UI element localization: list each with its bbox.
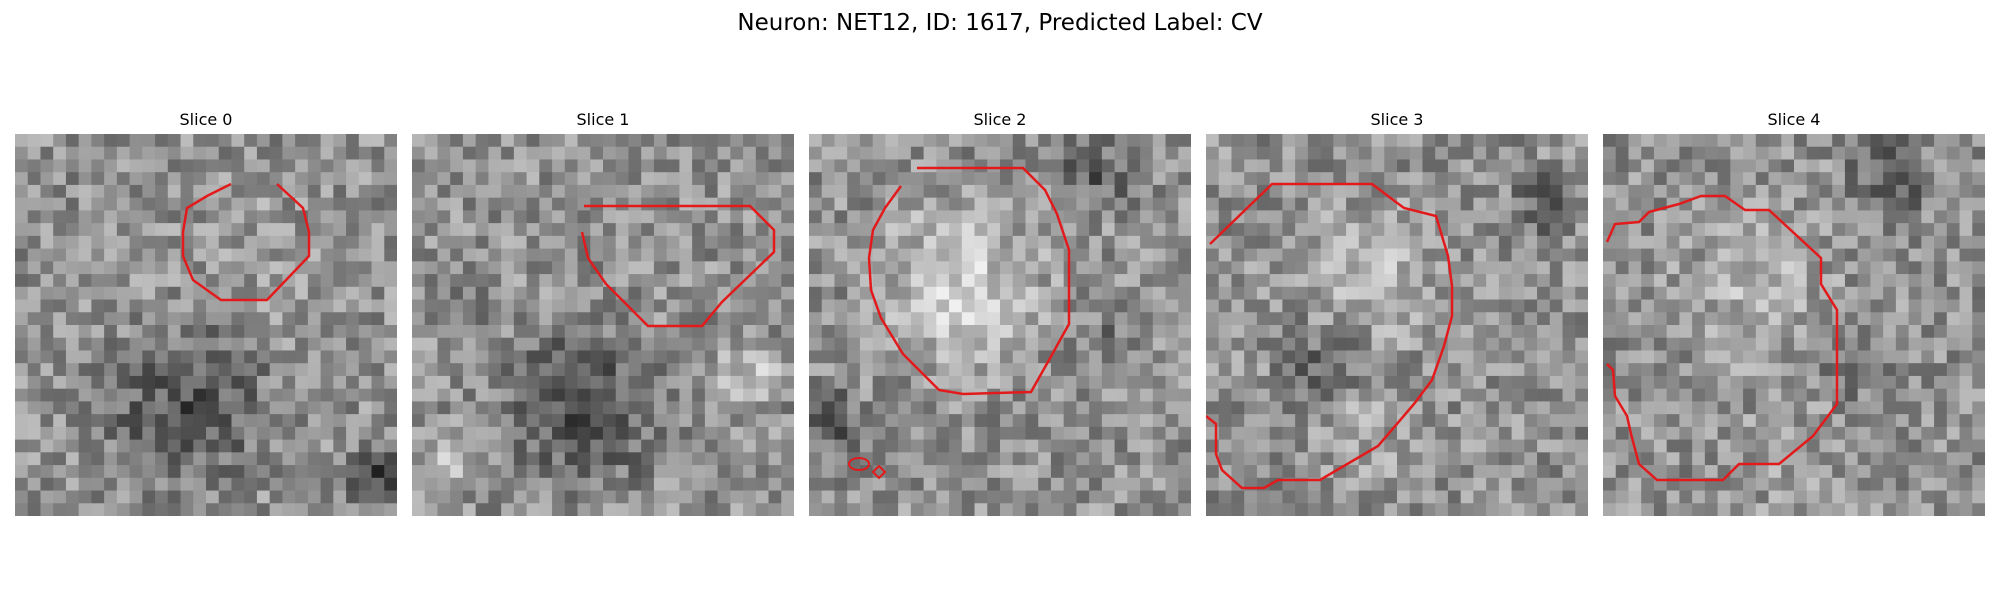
- small-contour-a: [848, 457, 870, 471]
- segmentation-contour-3: [1206, 182, 1454, 490]
- slice-panel-3: Slice 3: [1206, 108, 1588, 516]
- slice-svg-4: [1603, 134, 1985, 516]
- small-contour-b: [871, 464, 887, 480]
- slice-image-2: [809, 134, 1191, 516]
- slice-title-1: Slice 1: [576, 110, 630, 129]
- slice-image-3: [1206, 134, 1588, 516]
- slice-image-1: [412, 134, 794, 516]
- slice-panel-4: Slice 4: [1603, 108, 1985, 516]
- pixel-grid-0: [15, 134, 397, 516]
- slice-title-2: Slice 2: [973, 110, 1027, 129]
- segmentation-contour-0: [181, 182, 311, 302]
- pixel-grid-2: [809, 134, 1191, 516]
- figure-title: Neuron: NET12, ID: 1617, Predicted Label…: [737, 10, 1263, 36]
- pixel-grid-1: [412, 134, 794, 516]
- slice-title-0: Slice 0: [179, 110, 233, 129]
- segmentation-contour-4: [1605, 194, 1839, 482]
- slice-svg-3: [1206, 134, 1588, 516]
- segmentation-contour-1: [580, 204, 776, 328]
- slice-panel-2: Slice 2: [809, 108, 1191, 516]
- slice-title-3: Slice 3: [1370, 110, 1424, 129]
- segmentation-contour-2: [867, 166, 1071, 396]
- slice-svg-0: [15, 134, 397, 516]
- slice-panel-0: Slice 0: [15, 108, 397, 516]
- pixel-grid-3: [1206, 134, 1588, 516]
- slice-image-4: [1603, 134, 1985, 516]
- slice-title-4: Slice 4: [1767, 110, 1821, 129]
- slice-panel-1: Slice 1: [412, 108, 794, 516]
- pixel-grid-4: [1603, 134, 1985, 516]
- slice-svg-2: [809, 134, 1191, 516]
- slice-image-0: [15, 134, 397, 516]
- slice-svg-1: [412, 134, 794, 516]
